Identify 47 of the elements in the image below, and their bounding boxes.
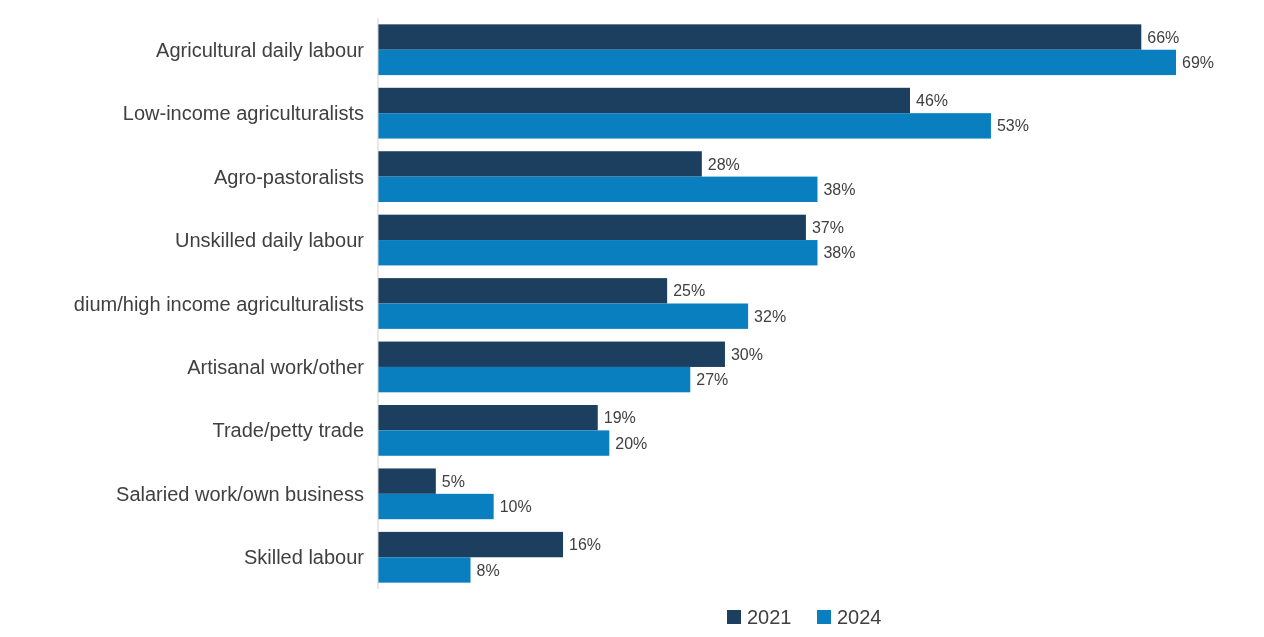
y-tick-label: Agricultural daily labour	[156, 38, 365, 61]
bar	[378, 87, 910, 114]
data-label: 10%	[499, 498, 532, 516]
data-label: 53%	[996, 117, 1029, 135]
data-label: 69%	[1182, 54, 1215, 72]
bar	[378, 430, 610, 456]
y-tick-label: Artisanal work/other	[187, 355, 365, 378]
y-tick-label: Trade/petty trade	[212, 419, 364, 442]
y-tick-label: dium/high income agriculturalists	[73, 292, 364, 315]
bar	[378, 151, 702, 177]
data-label: 27%	[696, 371, 729, 389]
y-tick-label: Agro-pastoralists	[213, 165, 364, 188]
data-label: 46%	[916, 92, 949, 110]
data-label: 66%	[1147, 28, 1180, 46]
legend-label: 2021	[747, 606, 792, 628]
bar	[378, 49, 1176, 76]
bar	[378, 557, 471, 583]
bar	[378, 405, 598, 431]
y-tick-label: Low-income agriculturalists	[122, 102, 364, 125]
data-label: 32%	[754, 307, 787, 325]
data-label: 28%	[707, 155, 740, 173]
data-label: 25%	[673, 282, 706, 300]
data-label: 38%	[823, 244, 856, 262]
y-tick-label: Skilled labour	[243, 546, 365, 569]
data-label: 37%	[811, 218, 844, 236]
y-tick-label: Salaried work/own business	[116, 482, 364, 505]
bar	[378, 240, 818, 266]
bar	[378, 341, 725, 367]
bar	[378, 214, 806, 241]
y-tick-label: Unskilled daily labour	[175, 229, 365, 252]
bar	[378, 24, 1142, 50]
data-label: 30%	[730, 345, 763, 363]
bar	[378, 468, 436, 494]
bar	[378, 113, 991, 139]
data-label: 5%	[441, 472, 465, 490]
bar	[378, 176, 818, 202]
legend-label: 2024	[837, 606, 882, 628]
data-label: 16%	[569, 536, 602, 554]
bar	[378, 493, 494, 520]
bar	[378, 366, 691, 393]
bar	[378, 303, 749, 329]
data-label: 20%	[615, 434, 648, 452]
data-label: 8%	[476, 561, 500, 579]
bar	[378, 531, 564, 558]
data-label: 38%	[823, 180, 856, 198]
data-label: 19%	[603, 409, 636, 427]
bar	[378, 278, 668, 304]
